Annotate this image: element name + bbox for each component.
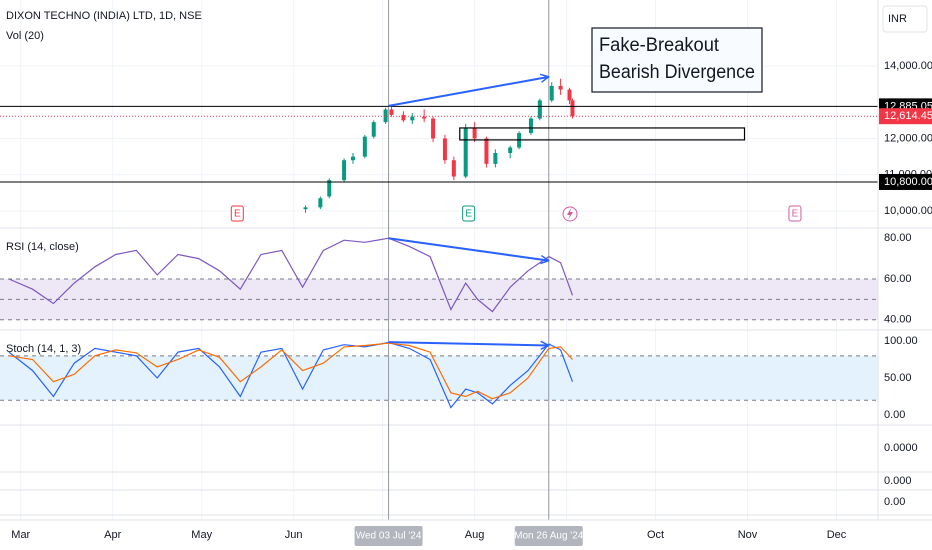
candle-body [484, 138, 489, 164]
annotation-text: Bearish Divergence [599, 62, 755, 83]
event-label: E [465, 209, 472, 220]
candle-body [493, 152, 498, 164]
currency-box[interactable] [882, 5, 928, 33]
dividend-icon [567, 208, 573, 220]
volume-label: Vol (20) [6, 30, 44, 42]
x-tick-label: Apr [104, 529, 121, 541]
x-tick-label: May [191, 529, 212, 541]
y-tick-label: 10,000.00 [884, 205, 932, 217]
candle-body [422, 116, 427, 119]
chart-title: DIXON TECHNO (INDIA) LTD, 1D, NSE [6, 10, 202, 22]
trendline [388, 237, 549, 260]
candle-body [472, 127, 477, 139]
trendline [388, 77, 549, 107]
candle-body [327, 180, 332, 197]
price-label-bg [879, 173, 932, 190]
x-tick-label: Dec [827, 529, 847, 541]
crosshair-label: Wed 03 Jul '24 [356, 531, 422, 542]
candle-body [389, 109, 394, 115]
event-marker[interactable] [462, 205, 476, 222]
crosshair-label-bg [354, 526, 423, 546]
event-marker[interactable] [788, 205, 802, 222]
candle-body [342, 160, 347, 181]
x-tick-label: Jun [285, 529, 303, 541]
y-tick-label: 14,000.00 [884, 60, 932, 72]
grid [0, 0, 932, 520]
candle-body [508, 147, 513, 153]
crosshair-label-bg [514, 526, 583, 546]
candle-body [362, 136, 367, 157]
y-tick-label: 0.00 [884, 496, 905, 508]
indicator-title: Stoch (14, 1, 3) [6, 343, 81, 355]
y-tick-label: 50.00 [884, 372, 912, 384]
price-label: 10,800.00 [884, 176, 932, 188]
candle-body [410, 116, 415, 121]
y-tick-label: 0.0000 [884, 442, 918, 454]
indicator-title: RSI (14, close) [6, 241, 79, 253]
event-label: E [234, 209, 241, 220]
y-tick-label: 40.00 [884, 314, 912, 326]
price-label-bg [879, 108, 932, 125]
trendline [388, 342, 549, 345]
candle-body [528, 118, 533, 134]
x-tick-label: Nov [738, 529, 758, 541]
candle-body [431, 118, 436, 139]
candle-body [442, 138, 447, 161]
band [0, 355, 878, 401]
candle-body [463, 127, 468, 177]
y-tick-label: 100.00 [884, 335, 918, 347]
candle-body [383, 109, 388, 123]
candle-body [570, 100, 575, 117]
indicator-line [8, 237, 574, 313]
annotation-box [591, 27, 763, 93]
y-tick-label: 60.00 [884, 273, 912, 285]
candle-body [549, 85, 554, 101]
candle-body [350, 156, 355, 161]
candle-body [401, 114, 406, 121]
zone [459, 127, 746, 141]
event-label: E [792, 209, 799, 220]
candle-body [318, 198, 323, 208]
event-marker[interactable] [230, 205, 244, 222]
candle-body [567, 89, 572, 101]
x-tick-label: Mar [11, 529, 30, 541]
y-tick-label: 12,000.00 [884, 132, 932, 144]
candle-body [303, 207, 308, 210]
annotation-text: Fake-Breakout [599, 35, 720, 56]
x-tick-label: Aug [465, 529, 485, 541]
crosshair-label: Mon 26 Aug '24 [514, 531, 584, 542]
y-tick-label: 0.00 [884, 409, 905, 421]
plot [0, 0, 878, 520]
y-tick-label: 0.000 [884, 475, 912, 487]
candle-body [371, 122, 376, 137]
currency: INR [888, 13, 907, 25]
candle-body [558, 85, 563, 90]
price-label: 12,614.45 [884, 110, 932, 122]
x-tick-label: Oct [647, 529, 664, 541]
indicator-line [8, 342, 573, 400]
y-tick-label: 80.00 [884, 232, 912, 244]
candle-body [451, 160, 456, 177]
candle-body [537, 100, 542, 119]
